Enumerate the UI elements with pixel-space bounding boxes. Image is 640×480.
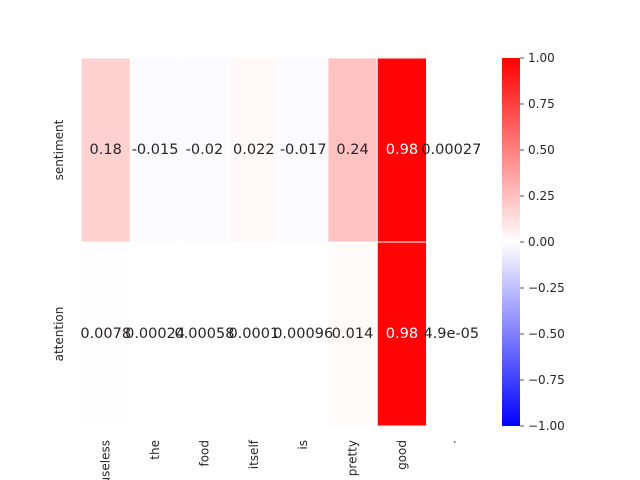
heatmap-cell-sentiment-1 <box>129 57 181 243</box>
cell-value-label: 0.022 <box>233 142 275 158</box>
heatmap-cell-attention-3 <box>228 241 279 427</box>
heatmap-cell-attention-5 <box>327 241 378 427</box>
cell-value-label: 0.0078 <box>80 326 131 342</box>
colorbar-tick-label: 0.00 <box>528 235 555 249</box>
colorbar-tick-label: −0.50 <box>528 327 565 341</box>
heatmap-cell-attention-0 <box>80 241 131 427</box>
x-tick-label: useless <box>99 440 113 480</box>
cell-value-label: 0.0001 <box>228 326 279 342</box>
cell-value-label: 0.014 <box>332 326 374 342</box>
cell-value-label: -0.02 <box>186 142 224 158</box>
cell-value-label: 4.9e-05 <box>423 326 479 342</box>
cell-value-labels: 0.18 -0.015 -0.02 0.022 -0.017 0.24 0.98 0.0002… <box>80 142 481 342</box>
colorbar-tick-label: −0.25 <box>528 281 565 295</box>
colorbar-tick-label: 0.25 <box>528 189 555 203</box>
heatmap-cell-attention-1 <box>129 241 181 427</box>
colorbar-tick-label: 1.00 <box>528 51 555 65</box>
cell-value-label: 0.00024 <box>125 326 185 342</box>
cell-value-label: 0.00027 <box>421 142 481 158</box>
heatmap-cells <box>80 57 477 427</box>
heatmap-cell-sentiment-3 <box>228 57 279 243</box>
y-tick-label: sentiment <box>52 119 66 180</box>
x-tick-label: itself <box>247 439 261 469</box>
x-tick-label: food <box>197 440 211 467</box>
x-tick-label: pretty <box>346 440 360 476</box>
heatmap-cell-sentiment-5 <box>327 57 378 243</box>
colorbar: 1.00 0.75 0.50 0.25 0.00 −0.25 −0.50 −0.75 −1.00 <box>502 51 565 433</box>
cell-value-label: -0.015 <box>132 142 179 158</box>
x-tick-label: good <box>395 440 409 470</box>
heatmap-cell-sentiment-4 <box>278 57 329 243</box>
x-tick-label: . <box>444 440 458 444</box>
colorbar-tick-label: 0.75 <box>528 97 555 111</box>
x-tick-label: the <box>148 440 162 460</box>
cell-value-label: 0.98 <box>386 326 418 342</box>
heatmap-cell-attention-4 <box>278 241 329 427</box>
cell-value-label: 0.00096 <box>273 326 333 342</box>
x-tick-label: is <box>296 440 310 450</box>
colorbar-tick-label: −0.75 <box>528 373 565 387</box>
y-axis-tick-labels: sentiment attention <box>52 119 66 361</box>
heatmap-cell-attention-7 <box>426 241 477 427</box>
colorbar-tick-label: −1.00 <box>528 419 565 433</box>
heatmap-cell-sentiment-0 <box>80 57 131 243</box>
cell-value-label: 0.98 <box>386 142 418 158</box>
heatmap-cell-sentiment-7 <box>426 57 477 243</box>
heatmap-cell-sentiment-2 <box>179 57 230 243</box>
cell-value-label: -0.017 <box>280 142 327 158</box>
cell-value-label: 0.18 <box>90 142 122 158</box>
cell-value-label: 0.00058 <box>174 326 234 342</box>
colorbar-gradient <box>502 58 520 426</box>
y-tick-label: attention <box>52 307 66 362</box>
cell-value-label: 0.24 <box>336 142 368 158</box>
x-axis-tick-labels: useless the food itself is pretty good. <box>99 439 459 480</box>
colorbar-tick-label: 0.50 <box>528 143 555 157</box>
